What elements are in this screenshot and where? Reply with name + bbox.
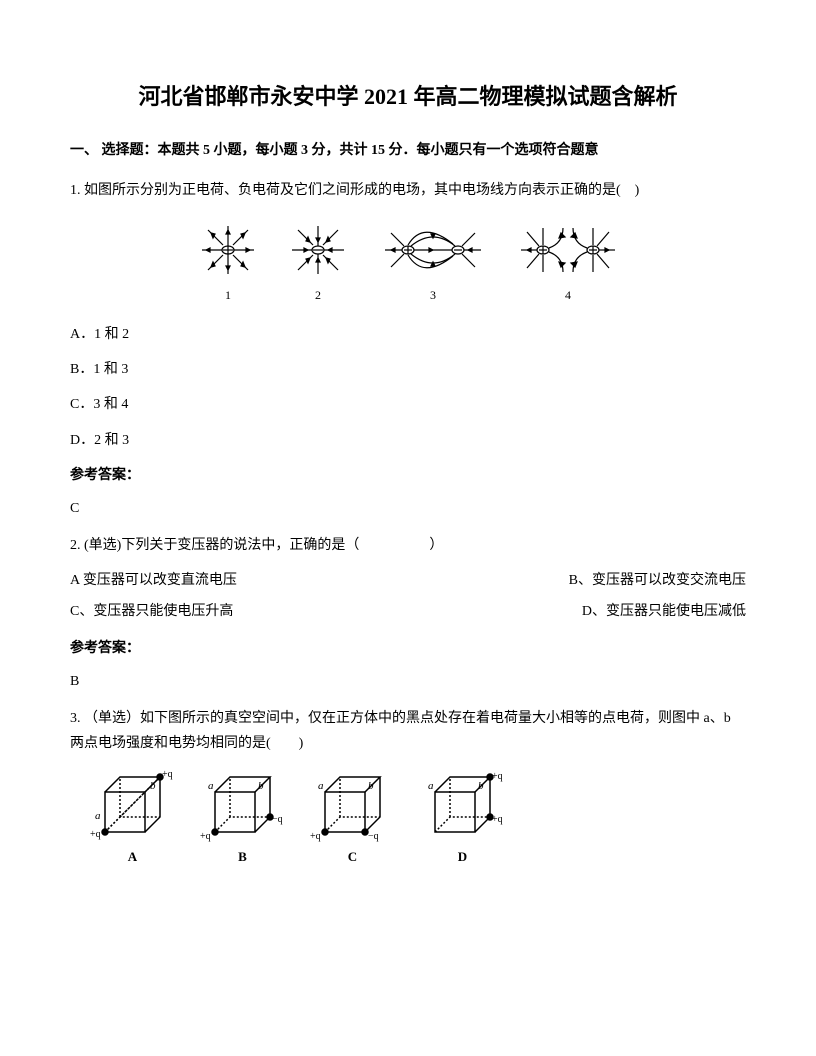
svg-text:b: b bbox=[368, 780, 374, 792]
figure-2: 2 bbox=[283, 218, 353, 307]
svg-text:+q: +q bbox=[492, 771, 503, 782]
figure-label-2: 2 bbox=[315, 285, 321, 307]
cube-c-icon: a b +q −q bbox=[310, 767, 395, 842]
field-like-charges-icon bbox=[513, 218, 623, 283]
cube-label-a: A bbox=[128, 845, 137, 868]
cube-label-b: B bbox=[238, 845, 247, 868]
svg-text:b: b bbox=[150, 780, 156, 792]
q2-option-d: D、变压器只能使电压减低 bbox=[582, 597, 746, 628]
svg-text:+q: +q bbox=[492, 814, 503, 825]
field-positive-icon bbox=[193, 218, 263, 283]
svg-text:a: a bbox=[318, 780, 324, 792]
svg-text:a: a bbox=[95, 810, 101, 822]
svg-text:−q: −q bbox=[272, 814, 283, 825]
svg-text:+q: +q bbox=[90, 829, 101, 840]
cube-b: a b +q −q B bbox=[200, 767, 285, 868]
cube-d: a b +q +q D bbox=[420, 767, 505, 868]
cube-c: a b +q −q C bbox=[310, 767, 395, 868]
figure-label-3: 3 bbox=[430, 285, 436, 307]
q1-answer-label: 参考答案： bbox=[70, 463, 746, 488]
svg-text:a: a bbox=[208, 780, 214, 792]
page-title: 河北省邯郸市永安中学 2021 年高二物理模拟试题含解析 bbox=[70, 80, 746, 113]
section-header: 一、 选择题：本题共 5 小题，每小题 3 分，共计 15 分．每小题只有一个选… bbox=[70, 138, 746, 163]
field-negative-icon bbox=[283, 218, 353, 283]
figure-4: 4 bbox=[513, 218, 623, 307]
cube-d-icon: a b +q +q bbox=[420, 767, 505, 842]
q3-text: 3. （单选）如下图所示的真空空间中，仅在正方体中的黑点处存在着电荷量大小相等的… bbox=[70, 706, 746, 756]
cube-b-icon: a b +q −q bbox=[200, 767, 285, 842]
cube-label-d: D bbox=[458, 845, 467, 868]
q2-option-a: A 变压器可以改变直流电压 bbox=[70, 566, 237, 597]
svg-text:b: b bbox=[258, 780, 264, 792]
figure-3: 3 bbox=[373, 218, 493, 307]
svg-text:b: b bbox=[478, 780, 484, 792]
q2-option-c: C、变压器只能使电压升高 bbox=[70, 597, 233, 628]
q1-option-b: B．1 和 3 bbox=[70, 357, 746, 382]
field-dipole-icon bbox=[373, 218, 493, 283]
q1-answer: C bbox=[70, 496, 746, 521]
q1-figures: 1 2 bbox=[70, 218, 746, 307]
figure-label-1: 1 bbox=[225, 285, 231, 307]
svg-text:+q: +q bbox=[162, 769, 173, 780]
cube-a: a b +q +q A bbox=[90, 767, 175, 868]
cube-label-c: C bbox=[348, 845, 357, 868]
q2-text: 2. (单选)下列关于变压器的说法中，正确的是（ ） bbox=[70, 533, 746, 558]
q2-answer-label: 参考答案： bbox=[70, 636, 746, 661]
q1-option-d: D．2 和 3 bbox=[70, 428, 746, 453]
svg-text:+q: +q bbox=[200, 831, 211, 842]
cube-a-icon: a b +q +q bbox=[90, 767, 175, 842]
figure-label-4: 4 bbox=[565, 285, 571, 307]
q2-answer: B bbox=[70, 669, 746, 694]
figure-1: 1 bbox=[193, 218, 263, 307]
svg-text:a: a bbox=[428, 780, 434, 792]
q2-option-b: B、变压器可以改变交流电压 bbox=[569, 566, 746, 597]
q2-options: A 变压器可以改变直流电压 B、变压器可以改变交流电压 C、变压器只能使电压升高… bbox=[70, 566, 746, 628]
q1-text: 1. 如图所示分别为正电荷、负电荷及它们之间形成的电场，其中电场线方向表示正确的… bbox=[70, 178, 746, 203]
svg-text:−q: −q bbox=[368, 831, 379, 842]
q3-figures: a b +q +q A a b +q −q B bbox=[90, 767, 746, 868]
svg-text:+q: +q bbox=[310, 831, 321, 842]
q1-option-c: C．3 和 4 bbox=[70, 392, 746, 417]
q1-option-a: A．1 和 2 bbox=[70, 322, 746, 347]
